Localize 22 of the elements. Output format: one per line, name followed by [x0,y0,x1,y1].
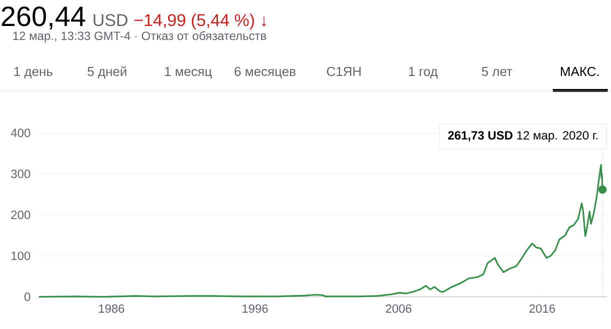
text: 5 дней [88,66,126,79]
y-tick-label: 300 [11,170,30,178]
x-tick-label: 2006 [386,304,412,313]
y-tick-label: 0 [24,292,30,302]
text: −14,99 (5,44 %) ↓ [134,14,266,30]
text: 1 месяц [165,67,212,79]
y-tick-label: 400 [10,128,30,138]
x-tick-label: 2016 [529,304,555,313]
x-tick-label: 1986 [98,304,124,313]
text: 1 год [409,67,438,79]
y-tick-label: 200 [11,210,30,220]
text: USD [94,14,128,26]
text: 12 мар., 13:33 GMT-4 · Отказ от обязательств [13,31,266,43]
x-tick-label: 1996 [242,304,268,313]
text: 5 лет [482,67,512,76]
chart-title: 260,44 [2,6,86,30]
text: МАКС. [560,66,599,76]
text: 6 месяцев [234,66,296,79]
text: С1ЯН [326,66,361,76]
annotation: 261,73 USD 12 мар. 2020 г. [448,131,598,142]
y-tick-label: 100 [12,252,30,260]
text: 1 день [14,67,52,79]
